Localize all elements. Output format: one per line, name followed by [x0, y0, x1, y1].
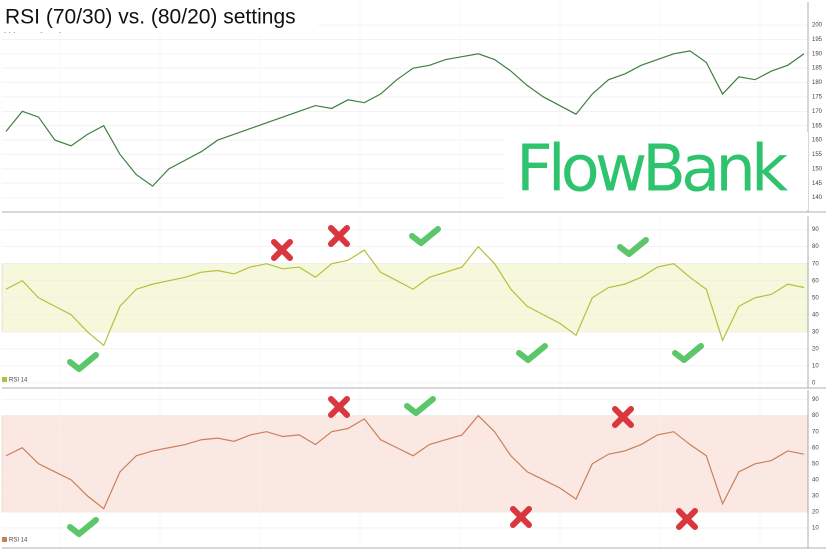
y-tick-label: 160	[812, 138, 823, 144]
y-tick-label: 150	[812, 166, 823, 172]
check	[67, 517, 99, 537]
y-tick-label: 90	[812, 227, 819, 233]
y-tick-label: 30	[812, 329, 819, 335]
y-tick-label: 70	[812, 429, 819, 435]
check	[409, 226, 441, 246]
y-tick-label: 20	[812, 509, 819, 515]
y-tick-label: 60	[812, 278, 819, 284]
check	[404, 396, 436, 416]
y-tick-label: 155	[812, 152, 823, 158]
y-tick-label: 140	[812, 195, 823, 201]
legend-swatch	[2, 377, 7, 382]
y-tick-label: 10	[812, 526, 819, 532]
y-tick-label: 145	[812, 181, 823, 187]
y-tick-label: 170	[812, 109, 823, 115]
cross	[612, 406, 634, 428]
y-tick-label: 195	[812, 37, 823, 43]
y-tick-label: 80	[812, 413, 819, 419]
data-line	[5, 414, 805, 510]
legend-swatch	[2, 537, 7, 542]
y-tick-label: 10	[812, 363, 819, 369]
y-tick-label: 175	[812, 95, 823, 101]
data-line	[5, 50, 805, 187]
check	[67, 352, 99, 372]
y-tick-label: 20	[812, 346, 819, 352]
y-tick-label: 90	[812, 397, 819, 403]
cross	[328, 396, 350, 418]
y-tick-label: 40	[812, 477, 819, 483]
check	[516, 343, 548, 363]
y-tick-label: 40	[812, 312, 819, 318]
y-tick-label: 50	[812, 295, 819, 301]
title-box	[0, 2, 318, 32]
check	[617, 237, 649, 257]
y-tick-label: 80	[812, 244, 819, 250]
y-tick-label: 30	[812, 493, 819, 499]
y-tick-label: 200	[812, 23, 823, 29]
y-tick-label: 70	[812, 261, 819, 267]
y-tick-label: 0	[812, 380, 816, 386]
chart-title: RSI (70/30) vs. (80/20) settings	[5, 6, 296, 29]
y-tick-label: 180	[812, 80, 823, 86]
logo: FlowBank	[516, 133, 788, 207]
legend-label: RSI 14	[9, 538, 28, 544]
logo-box	[505, 132, 808, 210]
legend-label: RSI 14	[9, 378, 28, 384]
cross	[676, 508, 698, 530]
cross	[510, 506, 532, 528]
y-tick-label: 60	[812, 445, 819, 451]
data-line	[5, 245, 805, 347]
check	[672, 343, 704, 363]
markers	[67, 225, 704, 537]
cross	[271, 239, 293, 261]
y-tick-label: 165	[812, 123, 823, 129]
cross	[328, 225, 350, 247]
y-tick-label: 185	[812, 66, 823, 72]
y-tick-label: 190	[812, 51, 823, 57]
y-tick-label: 50	[812, 461, 819, 467]
